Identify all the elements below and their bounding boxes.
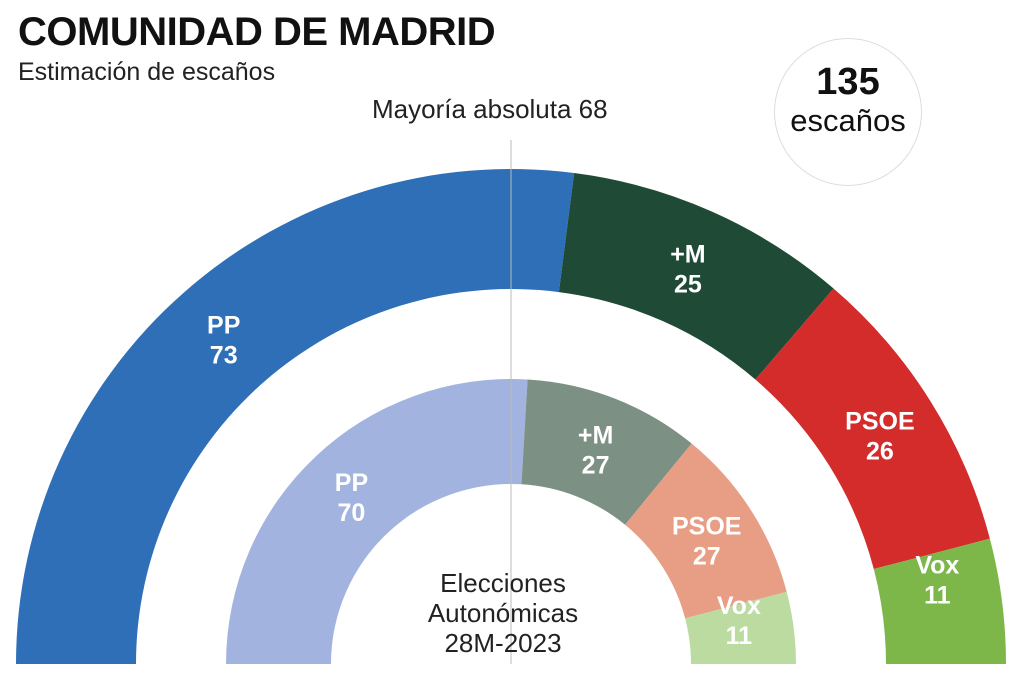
outer-party-label-3: Vox (915, 552, 959, 580)
outer-seat-label-2: 26 (866, 437, 894, 465)
outer-party-label-0: PP (207, 311, 240, 339)
center-line-2: Autonómicas (428, 598, 578, 628)
outer-segment-3 (873, 538, 1006, 664)
center-line-3: 28M-2023 (444, 628, 561, 658)
total-seats-badge: 135 escaños (774, 38, 922, 186)
inner-party-label-3: Vox (717, 592, 761, 620)
inner-seat-label-1: 27 (582, 451, 610, 479)
inner-segment-3 (685, 591, 797, 664)
inner-segment-2 (625, 443, 787, 619)
total-seats-number: 135 (816, 61, 880, 103)
outer-party-label-1: +M (670, 241, 705, 269)
inner-party-label-2: PSOE (672, 513, 741, 541)
outer-segment-2 (755, 288, 990, 570)
inner-segment-0 (226, 379, 528, 664)
outer-seat-label-1: 25 (674, 271, 702, 299)
chart-subtitle: Estimación de escaños (18, 58, 276, 86)
inner-segment-1 (521, 379, 692, 525)
inner-seat-label-0: 70 (338, 499, 366, 527)
inner-seat-label-3: 11 (726, 622, 753, 650)
inner-party-label-0: PP (335, 469, 368, 497)
chart-title: COMUNIDAD DE MADRID (18, 10, 496, 54)
outer-party-label-2: PSOE (845, 407, 914, 435)
total-seats-label: escaños (790, 103, 906, 138)
outer-segment-1 (558, 173, 834, 380)
majority-label: Mayoría absoluta 68 (372, 94, 608, 124)
center-line-1: Elecciones (440, 568, 566, 598)
outer-segment-0 (16, 168, 575, 664)
inner-party-label-1: +M (578, 421, 613, 449)
outer-seat-label-3: 11 (924, 582, 951, 610)
outer-seat-label-0: 73 (210, 341, 238, 369)
inner-seat-label-2: 27 (693, 543, 721, 571)
